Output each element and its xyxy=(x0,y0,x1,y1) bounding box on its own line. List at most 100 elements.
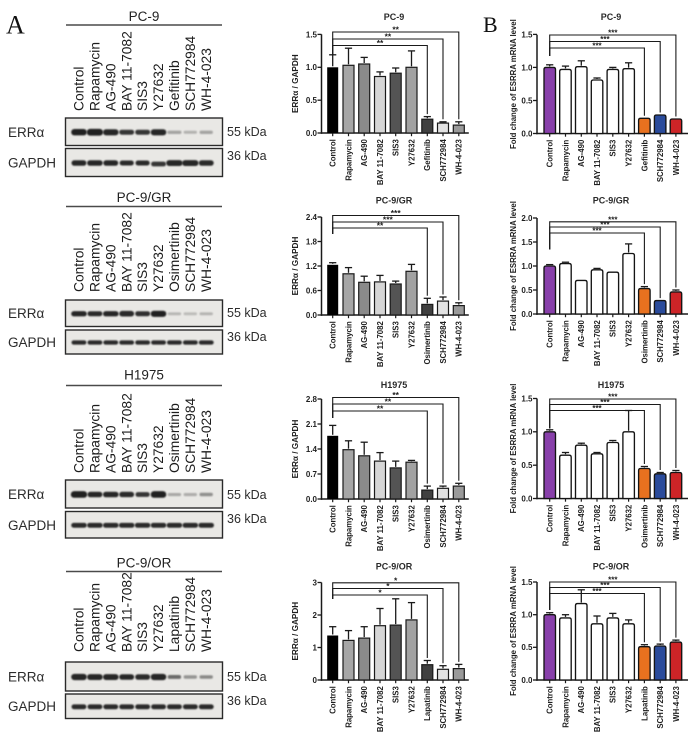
svg-text:Fold change of ESRRA mRNA leve: Fold change of ESRRA mRNA level xyxy=(509,201,518,331)
svg-text:Fold change of ESRRA mRNA leve: Fold change of ESRRA mRNA level xyxy=(509,19,518,149)
svg-text:Osimertinib: Osimertinib xyxy=(167,403,182,473)
svg-text:0.0: 0.0 xyxy=(306,129,318,138)
svg-text:AG-490: AG-490 xyxy=(360,505,369,533)
svg-text:SCH772984: SCH772984 xyxy=(656,320,665,363)
svg-text:AG-490: AG-490 xyxy=(577,686,586,714)
svg-text:Rapamycin: Rapamycin xyxy=(88,404,103,473)
svg-text:SIS3: SIS3 xyxy=(135,622,150,652)
svg-text:ERRα: ERRα xyxy=(8,306,45,321)
svg-text:Rapamycin: Rapamycin xyxy=(344,505,353,547)
svg-text:BAY 11-7082: BAY 11-7082 xyxy=(119,31,134,111)
svg-text:1.2: 1.2 xyxy=(306,262,318,271)
svg-text:**: ** xyxy=(377,38,384,48)
svg-text:Control: Control xyxy=(329,139,338,167)
svg-text:Y27632: Y27632 xyxy=(407,139,416,167)
svg-text:BAY 11-7082: BAY 11-7082 xyxy=(593,686,602,733)
svg-text:55 kDa: 55 kDa xyxy=(227,488,267,502)
svg-text:***: *** xyxy=(600,35,610,44)
svg-text:0.5: 0.5 xyxy=(521,96,533,105)
svg-text:WH-4-023: WH-4-023 xyxy=(199,410,214,473)
svg-text:Gefitinib: Gefitinib xyxy=(167,60,182,111)
svg-text:Rapamycin: Rapamycin xyxy=(561,686,570,728)
svg-text:ERRα / GAPDH: ERRα / GAPDH xyxy=(291,54,300,113)
svg-text:2: 2 xyxy=(313,611,318,620)
svg-text:SIS3: SIS3 xyxy=(609,320,618,338)
svg-text:BAY 11-7082: BAY 11-7082 xyxy=(376,139,385,186)
svg-text:WH-4-023: WH-4-023 xyxy=(455,505,464,541)
svg-text:BAY 11-7082: BAY 11-7082 xyxy=(376,686,385,733)
svg-text:Lapatinib: Lapatinib xyxy=(423,686,432,721)
svg-text:2.0: 2.0 xyxy=(521,214,533,223)
svg-text:Y27632: Y27632 xyxy=(625,686,634,714)
svg-text:**: ** xyxy=(377,404,384,414)
svg-text:SCH772984: SCH772984 xyxy=(656,139,665,182)
svg-text:AG-490: AG-490 xyxy=(577,320,586,348)
svg-text:SCH772984: SCH772984 xyxy=(183,36,198,111)
svg-text:1.4: 1.4 xyxy=(306,445,318,454)
svg-text:55 kDa: 55 kDa xyxy=(227,125,267,139)
svg-text:BAY 11-7082: BAY 11-7082 xyxy=(376,321,385,368)
svg-text:0.5: 0.5 xyxy=(306,96,318,105)
svg-text:Osimertinib: Osimertinib xyxy=(423,505,432,549)
svg-text:SIS3: SIS3 xyxy=(609,686,618,704)
svg-text:0.0: 0.0 xyxy=(521,494,533,503)
svg-text:0.0: 0.0 xyxy=(521,129,533,138)
svg-text:***: *** xyxy=(592,587,602,596)
svg-text:Fold change of ESRRA mRNA leve: Fold change of ESRRA mRNA level xyxy=(509,566,518,696)
svg-text:Control: Control xyxy=(72,429,87,473)
svg-text:ERRα / GAPDH: ERRα / GAPDH xyxy=(291,602,300,661)
svg-text:Lapatinib: Lapatinib xyxy=(640,686,649,721)
svg-text:Gefitinib: Gefitinib xyxy=(640,139,649,171)
svg-text:Rapamycin: Rapamycin xyxy=(88,583,103,652)
svg-text:***: *** xyxy=(592,42,602,51)
svg-text:1.0: 1.0 xyxy=(521,262,533,271)
svg-text:SIS3: SIS3 xyxy=(392,321,401,339)
svg-text:H1975: H1975 xyxy=(598,380,625,390)
svg-text:WH-4-023: WH-4-023 xyxy=(199,229,214,292)
svg-text:*: * xyxy=(378,588,382,598)
svg-text:Fold change of ESRRA mRNA leve: Fold change of ESRRA mRNA level xyxy=(509,384,518,514)
svg-text:Rapamycin: Rapamycin xyxy=(88,223,103,292)
svg-text:GAPDH: GAPDH xyxy=(8,699,56,714)
svg-text:Y27632: Y27632 xyxy=(151,244,166,292)
svg-text:***: *** xyxy=(600,581,610,590)
svg-text:1.5: 1.5 xyxy=(521,394,533,403)
svg-text:BAY 11-7082: BAY 11-7082 xyxy=(593,139,602,186)
svg-text:36 kDa: 36 kDa xyxy=(227,694,267,708)
svg-text:Control: Control xyxy=(72,608,87,652)
svg-text:1.5: 1.5 xyxy=(306,30,318,39)
svg-text:1.5: 1.5 xyxy=(521,30,533,39)
svg-text:Control: Control xyxy=(329,505,338,533)
svg-text:SCH772984: SCH772984 xyxy=(183,577,198,652)
svg-text:55 kDa: 55 kDa xyxy=(227,670,267,684)
svg-text:1.0: 1.0 xyxy=(521,428,533,437)
svg-text:WH-4-023: WH-4-023 xyxy=(455,686,464,722)
svg-text:0: 0 xyxy=(313,676,318,685)
svg-text:Y27632: Y27632 xyxy=(625,320,634,348)
svg-text:**: ** xyxy=(385,397,392,407)
svg-text:0.5: 0.5 xyxy=(521,461,533,470)
svg-text:Lapatinib: Lapatinib xyxy=(167,596,182,652)
svg-text:PC-9: PC-9 xyxy=(384,12,405,22)
svg-text:AG-490: AG-490 xyxy=(103,63,118,111)
svg-text:SIS3: SIS3 xyxy=(135,443,150,473)
svg-text:ERRα: ERRα xyxy=(8,487,45,502)
svg-text:SCH772984: SCH772984 xyxy=(183,217,198,292)
svg-text:**: ** xyxy=(377,221,384,231)
svg-text:WH-4-023: WH-4-023 xyxy=(199,48,214,111)
svg-text:PC-9: PC-9 xyxy=(129,9,160,24)
svg-text:GAPDH: GAPDH xyxy=(8,518,56,533)
svg-text:Rapamycin: Rapamycin xyxy=(561,139,570,181)
svg-text:B: B xyxy=(483,12,498,37)
svg-text:SCH772984: SCH772984 xyxy=(656,504,665,547)
svg-text:SCH772984: SCH772984 xyxy=(439,505,448,548)
svg-text:Rapamycin: Rapamycin xyxy=(561,504,570,546)
svg-text:WH-4-023: WH-4-023 xyxy=(672,320,681,356)
svg-text:Osimertinib: Osimertinib xyxy=(640,504,649,548)
svg-text:**: ** xyxy=(392,25,399,35)
svg-text:Rapamycin: Rapamycin xyxy=(344,686,353,728)
svg-text:AG-490: AG-490 xyxy=(360,139,369,167)
svg-text:SIS3: SIS3 xyxy=(135,262,150,292)
svg-text:***: *** xyxy=(608,576,618,585)
svg-text:PC-9/OR: PC-9/OR xyxy=(117,556,172,571)
